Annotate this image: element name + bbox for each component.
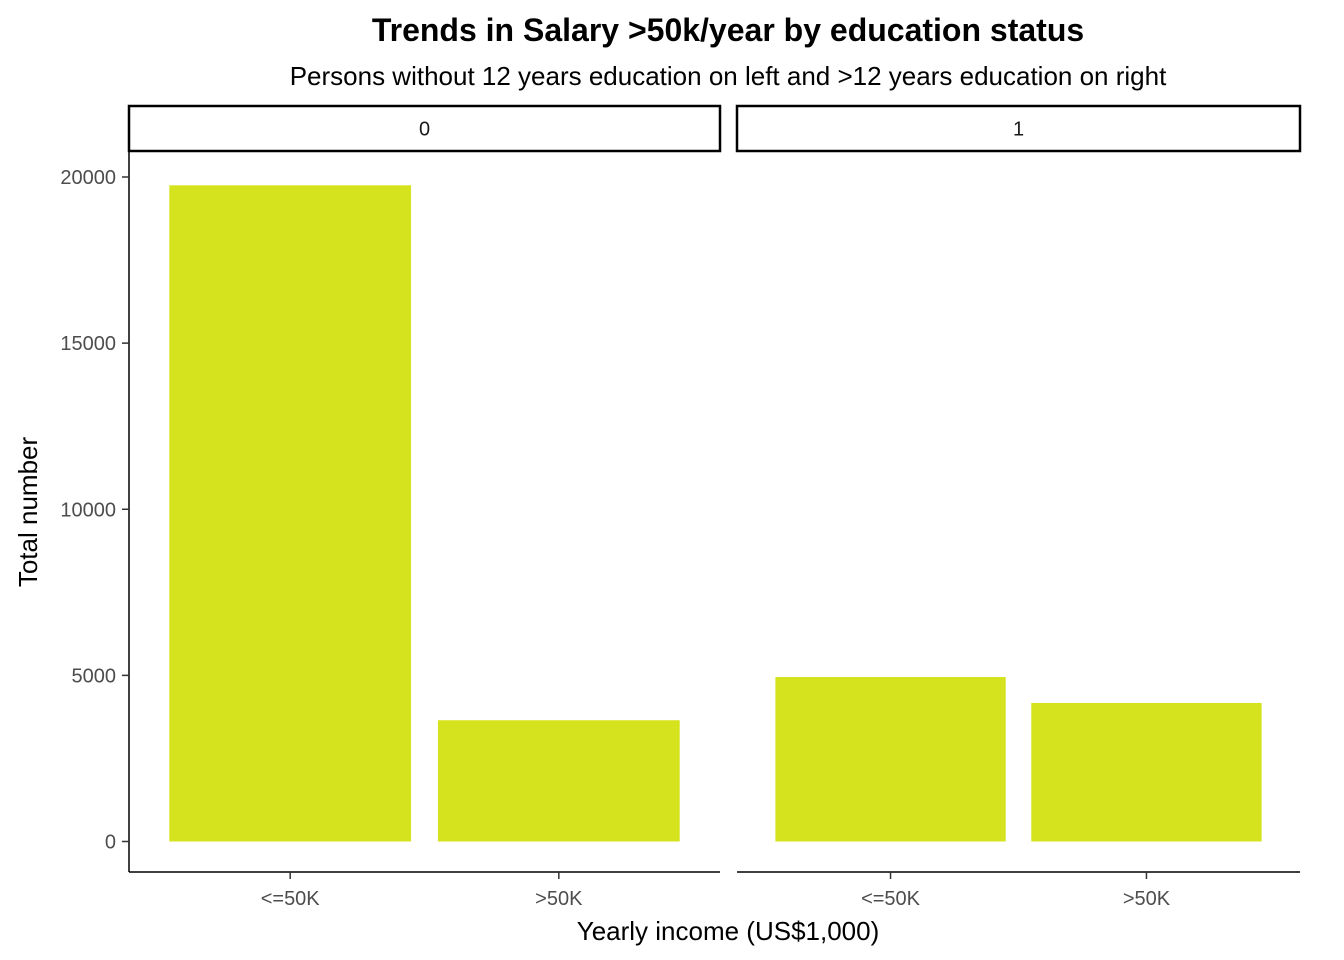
y-axis-title: Total number <box>13 437 43 588</box>
facet-strip-label-1: 1 <box>1013 119 1024 141</box>
facet-strip-label-0: 0 <box>419 119 430 141</box>
x-tick-label: <=50K <box>861 888 921 910</box>
chart-subtitle: Persons without 12 years education on le… <box>290 61 1167 91</box>
y-tick-label: 15000 <box>60 333 116 355</box>
facet-strip-1 <box>735 104 1302 153</box>
y-tick-label: 20000 <box>60 167 116 189</box>
x-axis-title: Yearly income (US$1,000) <box>577 916 880 946</box>
y-tick-label: 10000 <box>60 499 116 521</box>
x-tick-label: >50K <box>535 888 583 910</box>
facet-strip-0 <box>127 104 722 153</box>
x-tick-label: <=50K <box>261 888 321 910</box>
bar-panel1-le-50k <box>775 677 1006 842</box>
x-tick-label: >50K <box>1123 888 1171 910</box>
y-tick-label: 0 <box>105 832 116 854</box>
chart-title: Trends in Salary >50k/year by education … <box>372 12 1084 48</box>
bar-panel0-le-50k <box>169 185 412 842</box>
plot-area: 0 <=50K >50K 1 <=50K >50K 0 5000 10000 15000 20000 <box>60 104 1302 910</box>
bar-panel1-gt-50k <box>1031 702 1262 842</box>
y-tick-label: 5000 <box>72 665 117 687</box>
bar-panel0-gt-50k <box>437 720 680 842</box>
